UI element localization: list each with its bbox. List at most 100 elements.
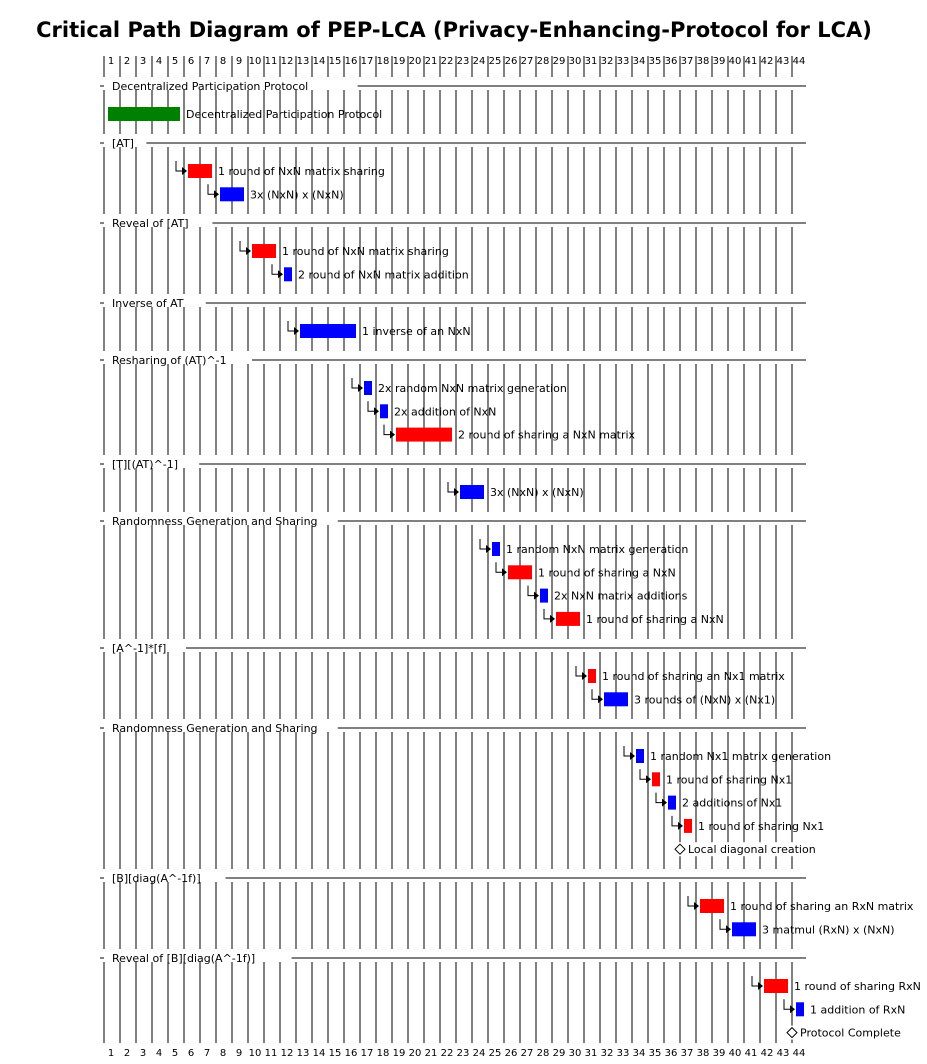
tick-label-top: 3 [140,56,146,67]
arrow-head [246,247,251,255]
sections: Decentralized Participation Protocol Dece… [100,77,921,1040]
task-label: 3x (NxN) x (NxN) [490,486,584,499]
section-title: [AT] [112,137,134,150]
section: [T][(AT)^-1] 3x (NxN) x (NxN) [100,455,908,499]
tick-label-bottom: 12 [281,1048,294,1059]
arrow-head [390,430,395,439]
tick-label-top: 44 [793,56,806,67]
task-bar [668,795,676,810]
bottom-axis-ticks: 1 2 3 4 5 6 7 8 9 10 11 12 13 14 15 16 17 18 19 20 21 22 23 24 2… [108,1048,806,1059]
task-bar [284,267,292,282]
tick-label-top: 34 [633,56,646,67]
arrow-head [678,821,683,830]
tick-label-top: 4 [156,56,162,67]
tick-label-top: 13 [297,56,310,67]
section-header-bg [100,294,908,307]
arrow-head [790,1005,795,1014]
task-bar [396,427,452,442]
section: Reveal of [B][diag(A^-1f)] 1 round of sha… [100,949,921,1040]
task-bar [764,979,788,993]
arrow-head [550,614,555,623]
tick-label-bottom: 35 [649,1048,662,1059]
section-header-bg [100,869,908,882]
task-label: 1 round of sharing Nx1 [698,820,824,833]
tick-label-top: 42 [761,56,774,67]
task-label: Decentralized Participation Protocol [186,108,382,121]
tick-label-bottom: 28 [537,1048,550,1059]
task-bar [636,749,644,763]
tick-label-top: 17 [361,56,374,67]
task-label: Local diagonal creation [688,843,816,856]
tick-label-bottom: 43 [777,1048,790,1059]
section-title: Inverse of AT [112,297,184,310]
tick-label-bottom: 31 [585,1048,598,1059]
arrow-head [534,591,539,600]
task-bar [540,588,548,603]
tick-label-top: 29 [553,56,566,67]
tick-label-bottom: 44 [793,1048,806,1059]
task-label: 1 round of sharing RxN [794,980,921,993]
task-bar [252,244,276,258]
task-bar [364,381,372,395]
tick-label-bottom: 34 [633,1048,646,1059]
tick-label-top: 6 [188,56,194,67]
tick-label-bottom: 38 [697,1048,710,1059]
section-title: [A^-1]*[f] [112,642,166,655]
section: Inverse of AT 1 inverse of an NxN [100,294,908,338]
task-label: 2 round of sharing a NxN matrix [458,429,636,442]
arrow-head [486,545,491,553]
tick-label-bottom: 37 [681,1048,694,1059]
tick-label-top: 5 [172,56,178,67]
tick-label-bottom: 5 [172,1048,178,1059]
task-label: 2x random NxN matrix generation [378,382,567,395]
section-title: Reveal of [B][diag(A^-1f)] [112,952,255,965]
section-header-bg [100,455,908,468]
task-label: 1 round of sharing Nx1 [666,773,792,786]
tick-label-bottom: 41 [745,1048,758,1059]
arrow-head [182,167,187,175]
milestone-diamond [786,1026,798,1039]
section-header-bg [100,214,908,227]
task-bar [380,404,388,419]
tick-label-top: 16 [345,56,358,67]
label-bg [786,1025,917,1040]
tick-label-bottom: 25 [489,1048,502,1059]
task-label: 1 random NxN matrix generation [506,543,688,556]
tick-label-top: 14 [313,56,326,67]
tick-label-top: 24 [473,56,486,67]
section: Decentralized Participation Protocol Dece… [100,77,908,121]
tick-label-bottom: 24 [473,1048,486,1059]
milestone-diamond [674,843,686,855]
tick-label-bottom: 33 [617,1048,630,1059]
section-title: Resharing of (AT)^-1 [112,354,227,367]
tick-label-top: 7 [204,56,210,67]
arrow-head [630,752,635,760]
tick-label-top: 8 [220,56,226,67]
task-label: 1 addition of RxN [810,1003,905,1016]
tick-label-bottom: 6 [188,1048,194,1059]
tick-label-top: 11 [265,56,278,67]
task-label: 2x addition of NxN [394,405,496,418]
task-bar [508,565,532,580]
arrow-head [374,407,379,416]
arrow-head [294,327,299,335]
task-label: 1 round of sharing a NxN [586,613,724,626]
section-header-bg [100,512,908,525]
tick-label-top: 26 [505,56,518,67]
task-bar [556,611,580,626]
arrow-head [214,190,219,199]
tick-label-top: 31 [585,56,598,67]
tick-label-bottom: 40 [729,1048,742,1059]
task-label: 1 inverse of an NxN [362,325,471,338]
arrow-head [758,982,763,990]
section-title: Randomness Generation and Sharing [112,722,318,735]
tick-label-bottom: 2 [124,1048,130,1059]
section-header-bg [100,639,908,652]
task-bar [604,692,628,707]
section-header-bg [100,134,908,147]
section-header-bg [100,949,908,962]
gridlines [103,56,793,1043]
tick-label-bottom: 27 [521,1048,534,1059]
task-bar [108,107,180,121]
tick-label-top: 22 [441,56,454,67]
